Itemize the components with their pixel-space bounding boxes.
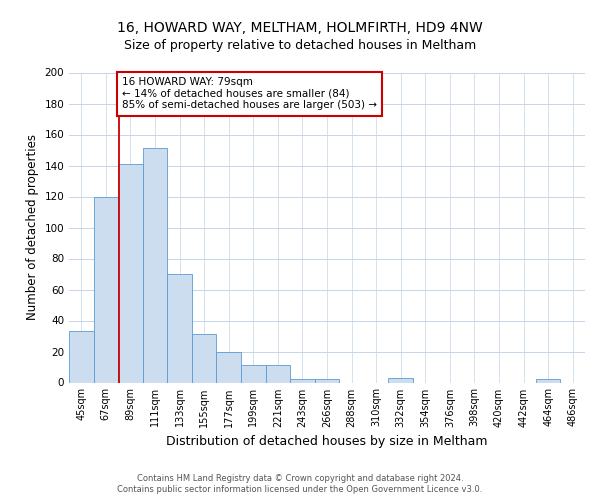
Bar [266,366,290,382]
Bar [167,274,192,382]
Bar [143,148,167,382]
Bar [388,378,413,382]
Bar [69,332,94,382]
Bar [217,352,241,382]
Bar [241,366,266,382]
Text: 16 HOWARD WAY: 79sqm
← 14% of detached houses are smaller (84)
85% of semi-detac: 16 HOWARD WAY: 79sqm ← 14% of detached h… [122,77,377,110]
Bar [118,164,143,382]
Bar [290,380,315,382]
Text: Contains HM Land Registry data © Crown copyright and database right 2024.
Contai: Contains HM Land Registry data © Crown c… [118,474,482,494]
Text: 16, HOWARD WAY, MELTHAM, HOLMFIRTH, HD9 4NW: 16, HOWARD WAY, MELTHAM, HOLMFIRTH, HD9 … [117,20,483,34]
Text: Size of property relative to detached houses in Meltham: Size of property relative to detached ho… [124,40,476,52]
Bar [536,380,560,382]
Bar [315,380,339,382]
Y-axis label: Number of detached properties: Number of detached properties [26,134,39,320]
Bar [192,334,217,382]
Bar [94,196,118,382]
X-axis label: Distribution of detached houses by size in Meltham: Distribution of detached houses by size … [166,435,488,448]
